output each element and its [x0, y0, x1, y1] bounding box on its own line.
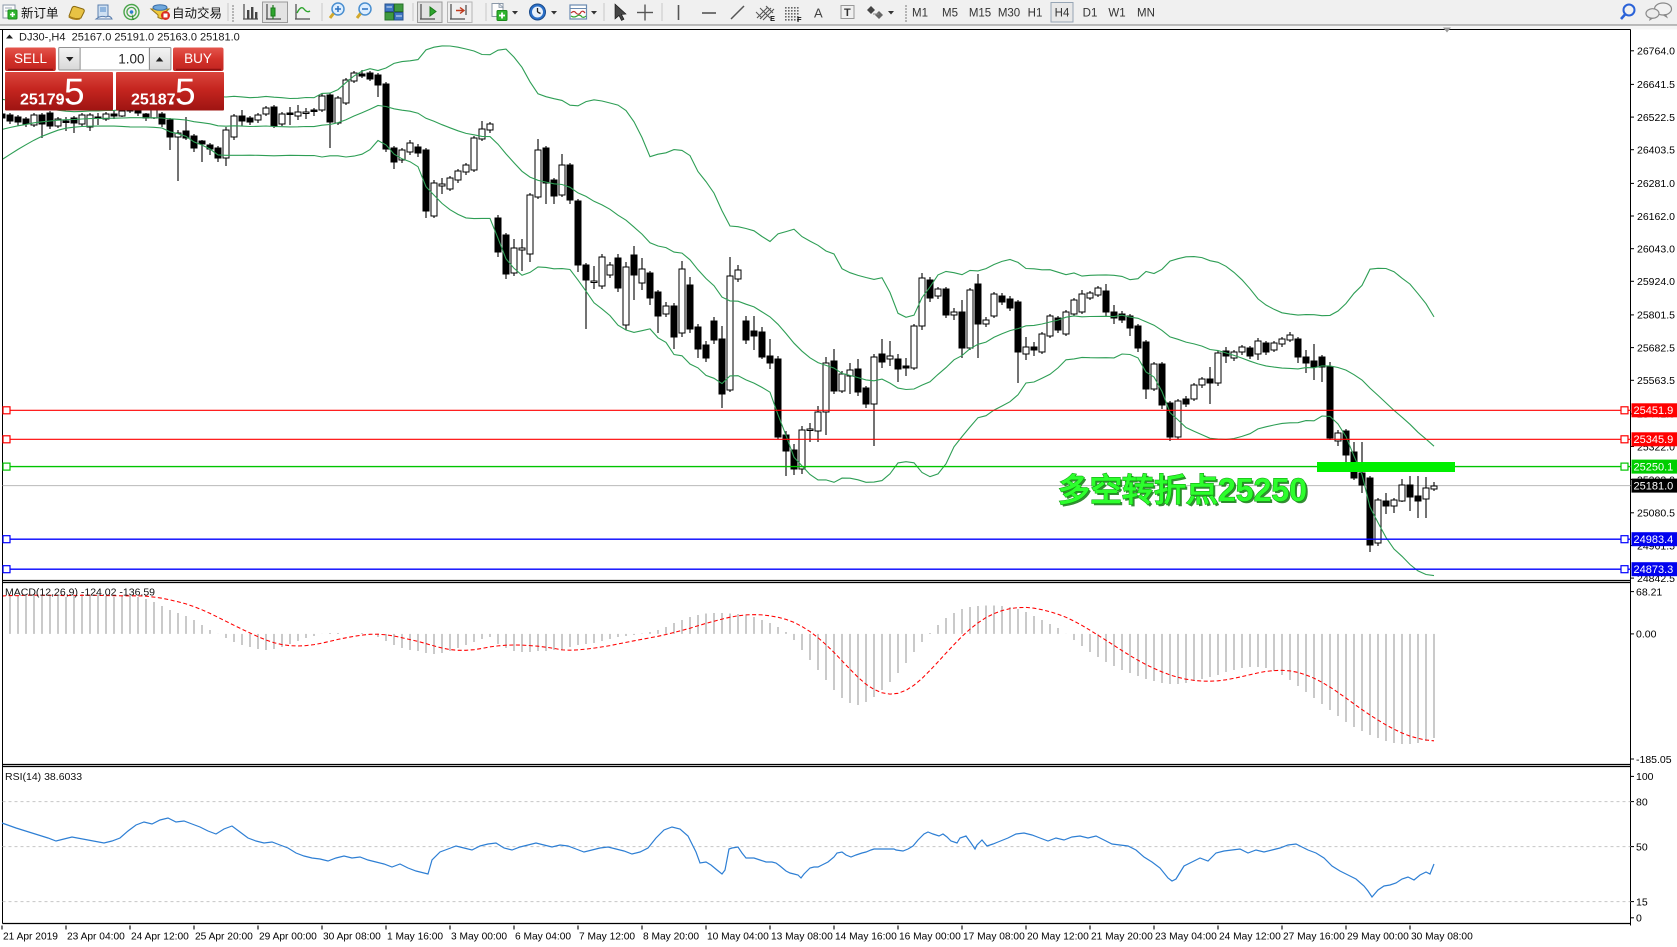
svg-text:.: . [170, 89, 175, 110]
svg-text:自动交易: 自动交易 [172, 6, 222, 21]
svg-text:7 May 12:00: 7 May 12:00 [579, 932, 635, 943]
svg-text:26764.0: 26764.0 [1637, 46, 1675, 58]
svg-text:M30: M30 [998, 8, 1020, 20]
svg-text:16 May 00:00: 16 May 00:00 [899, 932, 961, 943]
svg-text:M15: M15 [969, 8, 991, 20]
svg-text:M5: M5 [942, 8, 958, 20]
svg-text:23 May 04:00: 23 May 04:00 [1155, 932, 1217, 943]
svg-text:5: 5 [64, 72, 85, 113]
svg-text:50: 50 [1636, 841, 1648, 853]
svg-text:17 May 08:00: 17 May 08:00 [963, 932, 1025, 943]
svg-text:26162.0: 26162.0 [1637, 211, 1675, 223]
svg-text:25 Apr 20:00: 25 Apr 20:00 [195, 932, 253, 943]
svg-text:25801.5: 25801.5 [1637, 310, 1675, 322]
svg-text:68.21: 68.21 [1636, 586, 1662, 598]
svg-text:26043.0: 26043.0 [1637, 244, 1675, 256]
svg-text:D1: D1 [1083, 8, 1098, 20]
svg-text:BUY: BUY [184, 51, 212, 66]
svg-text:100: 100 [1636, 771, 1654, 783]
svg-text:20 May 12:00: 20 May 12:00 [1027, 932, 1089, 943]
svg-text:6 May 04:00: 6 May 04:00 [515, 932, 571, 943]
svg-text:.: . [59, 89, 64, 110]
svg-text:T: T [844, 7, 851, 19]
svg-text:E: E [770, 14, 775, 23]
svg-text:10 May 04:00: 10 May 04:00 [707, 932, 769, 943]
svg-text:24873.3: 24873.3 [1634, 564, 1674, 576]
svg-text:DJ30-,H4 25167.0 25191.0 2516: DJ30-,H4 25167.0 25191.0 25163.0 25181.0 [19, 32, 240, 44]
svg-text:25080.5: 25080.5 [1637, 508, 1675, 520]
svg-text:SELL: SELL [14, 51, 48, 66]
svg-text:25451.9: 25451.9 [1634, 405, 1674, 417]
svg-text:RSI(14) 38.6033: RSI(14) 38.6033 [5, 771, 82, 783]
svg-text:25682.5: 25682.5 [1637, 342, 1675, 354]
svg-text:21 May 20:00: 21 May 20:00 [1091, 932, 1153, 943]
svg-text:F: F [797, 15, 802, 24]
svg-text:25250.1: 25250.1 [1634, 461, 1674, 473]
svg-text:25563.5: 25563.5 [1637, 375, 1675, 387]
svg-text:W1: W1 [1108, 8, 1125, 20]
svg-text:MN: MN [1137, 8, 1155, 20]
svg-text:15: 15 [1636, 896, 1648, 908]
svg-text:14 May 16:00: 14 May 16:00 [835, 932, 897, 943]
svg-text:80: 80 [1636, 796, 1648, 808]
svg-text:26522.5: 26522.5 [1637, 112, 1675, 124]
svg-text:5: 5 [175, 72, 196, 113]
svg-text:新订单: 新订单 [21, 6, 59, 21]
svg-text:H4: H4 [1055, 8, 1070, 20]
svg-text:23 Apr 04:00: 23 Apr 04:00 [67, 932, 125, 943]
svg-text:25181.0: 25181.0 [1634, 480, 1674, 492]
svg-text:25345.9: 25345.9 [1634, 434, 1674, 446]
svg-text:24 May 12:00: 24 May 12:00 [1219, 932, 1281, 943]
svg-text:26281.0: 26281.0 [1637, 178, 1675, 190]
svg-text:1.00: 1.00 [118, 52, 144, 67]
svg-text:13 May 08:00: 13 May 08:00 [771, 932, 833, 943]
svg-text:25187: 25187 [131, 92, 176, 109]
svg-text:25924.0: 25924.0 [1637, 276, 1675, 288]
svg-text:26403.5: 26403.5 [1637, 145, 1675, 157]
svg-text:29 Apr 00:00: 29 Apr 00:00 [259, 932, 317, 943]
svg-text:24983.4: 24983.4 [1634, 534, 1674, 546]
svg-text:25179: 25179 [20, 92, 65, 109]
svg-text:21 Apr 2019: 21 Apr 2019 [3, 932, 58, 943]
svg-text:0.00: 0.00 [1636, 629, 1657, 641]
svg-text:3 May 00:00: 3 May 00:00 [451, 932, 507, 943]
svg-text:多空转折点25250: 多空转折点25250 [1060, 474, 1309, 510]
svg-text:-185.05: -185.05 [1636, 754, 1672, 766]
svg-text:H1: H1 [1028, 8, 1043, 20]
svg-text:26641.5: 26641.5 [1637, 79, 1675, 91]
svg-text:30 May 08:00: 30 May 08:00 [1411, 932, 1473, 943]
svg-text:M1: M1 [912, 8, 928, 20]
svg-text:29 May 00:00: 29 May 00:00 [1347, 932, 1409, 943]
svg-text:A: A [814, 6, 823, 21]
svg-text:30 Apr 08:00: 30 Apr 08:00 [323, 932, 381, 943]
svg-text:0: 0 [1636, 913, 1642, 925]
svg-text:MACD(12,26,9) -124.02 -136.59: MACD(12,26,9) -124.02 -136.59 [5, 587, 155, 599]
svg-text:27 May 16:00: 27 May 16:00 [1283, 932, 1345, 943]
svg-text:24 Apr 12:00: 24 Apr 12:00 [131, 932, 189, 943]
svg-text:1 May 16:00: 1 May 16:00 [387, 932, 443, 943]
svg-text:8 May 20:00: 8 May 20:00 [643, 932, 699, 943]
svg-text:多空转折点25250: 多空转折点25250 [1058, 472, 1307, 508]
